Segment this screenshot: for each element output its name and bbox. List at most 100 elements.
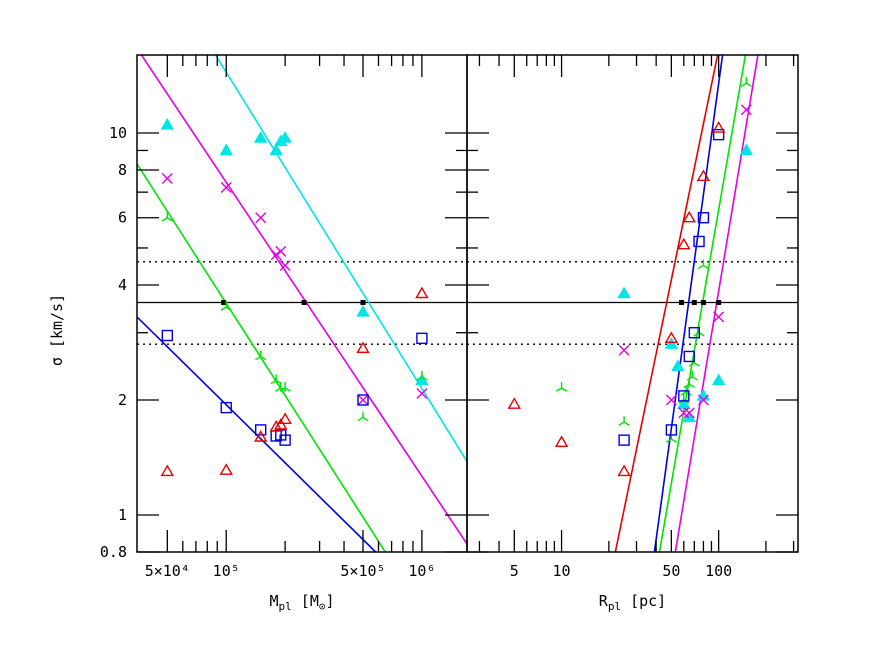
data-point bbox=[682, 410, 696, 423]
data-point bbox=[686, 370, 698, 381]
series-square bbox=[618, 128, 725, 446]
data-point bbox=[696, 169, 711, 182]
y-tick-label: 8 bbox=[118, 161, 127, 179]
x-tick-label: 5×10⁵ bbox=[340, 562, 385, 580]
data-point bbox=[269, 420, 283, 432]
data-point bbox=[279, 434, 291, 446]
data-point bbox=[270, 249, 282, 261]
x-axis-title: Rpl [pc] bbox=[599, 592, 666, 613]
crossing-marker bbox=[700, 299, 706, 305]
data-point bbox=[712, 128, 725, 141]
data-point bbox=[415, 373, 429, 386]
data-point bbox=[617, 286, 631, 299]
series-triangle-filled bbox=[160, 117, 429, 386]
data-point bbox=[696, 388, 711, 401]
series-cross bbox=[618, 104, 752, 419]
fit-line-1 bbox=[653, 55, 724, 552]
data-point bbox=[697, 394, 709, 406]
data-point bbox=[740, 77, 752, 88]
data-point bbox=[356, 341, 370, 354]
data-point bbox=[697, 212, 710, 224]
y-tick-label: 6 bbox=[118, 209, 127, 227]
data-point bbox=[278, 131, 292, 143]
crossing-marker bbox=[301, 299, 307, 305]
data-point bbox=[416, 387, 428, 399]
data-point bbox=[279, 381, 291, 392]
series-tripod bbox=[161, 211, 428, 422]
data-point bbox=[507, 397, 521, 409]
data-point bbox=[253, 131, 268, 143]
data-point bbox=[255, 350, 267, 361]
data-point bbox=[161, 173, 173, 184]
data-point bbox=[219, 143, 233, 156]
data-point bbox=[219, 463, 233, 475]
data-point bbox=[416, 332, 428, 345]
data-point bbox=[665, 394, 677, 406]
y-tick-label: 10 bbox=[109, 124, 127, 142]
data-point bbox=[711, 373, 726, 386]
data-point bbox=[279, 259, 291, 271]
data-point bbox=[220, 401, 232, 414]
crossing-marker bbox=[691, 299, 697, 305]
series-tripod bbox=[555, 77, 752, 443]
data-point bbox=[278, 412, 292, 425]
series-triangle-filled bbox=[617, 143, 754, 423]
y-tick-label: 2 bbox=[118, 391, 127, 409]
fit-line-0 bbox=[614, 55, 719, 552]
data-point bbox=[357, 411, 369, 422]
data-point bbox=[160, 464, 175, 477]
series-square bbox=[161, 329, 428, 446]
data-point bbox=[683, 378, 695, 389]
data-point bbox=[618, 344, 630, 356]
x-tick-label: 10⁶ bbox=[408, 562, 435, 580]
data-point bbox=[683, 350, 695, 363]
data-point bbox=[357, 394, 369, 406]
data-point bbox=[554, 435, 569, 447]
data-point bbox=[664, 331, 679, 344]
data-point bbox=[617, 464, 631, 477]
crossing-marker bbox=[221, 299, 227, 305]
data-point bbox=[697, 259, 710, 270]
data-point bbox=[220, 301, 232, 311]
panel-frame bbox=[466, 54, 799, 553]
data-point bbox=[555, 381, 568, 392]
fit-line-0 bbox=[214, 55, 467, 462]
panel-right: 5 10 50 100 Rpl [pc] bbox=[466, 54, 799, 613]
data-point bbox=[220, 181, 232, 193]
data-point bbox=[740, 104, 752, 116]
data-point bbox=[161, 329, 174, 342]
y-tick-label: 0.8 bbox=[100, 543, 127, 561]
data-point bbox=[665, 433, 677, 443]
data-point bbox=[739, 143, 754, 156]
series-cross bbox=[161, 173, 428, 406]
data-point bbox=[665, 424, 678, 436]
data-point bbox=[356, 305, 370, 317]
plot-area bbox=[467, 55, 798, 552]
plot-area bbox=[137, 55, 467, 552]
data-point bbox=[415, 286, 429, 299]
fit-line-1 bbox=[140, 55, 467, 545]
crossing-marker bbox=[716, 299, 722, 305]
data-point bbox=[677, 397, 691, 409]
crossing-marker bbox=[678, 299, 684, 305]
data-point bbox=[678, 390, 690, 402]
y-tick-label: 4 bbox=[118, 276, 127, 294]
data-point bbox=[160, 117, 175, 130]
x-tick-label: 5 bbox=[510, 562, 519, 580]
data-point bbox=[688, 327, 701, 339]
series-triangle-open bbox=[507, 121, 726, 477]
data-point bbox=[269, 143, 283, 156]
series-triangle-open bbox=[160, 286, 429, 477]
y-tick-label: 1 bbox=[118, 506, 127, 524]
data-point bbox=[664, 337, 679, 349]
data-point bbox=[253, 430, 268, 442]
data-point bbox=[618, 434, 630, 446]
data-point bbox=[255, 212, 267, 224]
data-point bbox=[711, 121, 726, 133]
x-tick-label: 5×10⁴ bbox=[145, 562, 190, 580]
data-point bbox=[671, 359, 685, 372]
x-tick-label: 10 bbox=[553, 562, 571, 580]
data-point bbox=[678, 407, 690, 419]
chart-panels: 0.8 1 2 4 6 8 10 5×10⁴ 10⁵ 5×10⁵ 10⁶ Mpl [M⊙] 5 10 50 1… bbox=[100, 54, 799, 613]
